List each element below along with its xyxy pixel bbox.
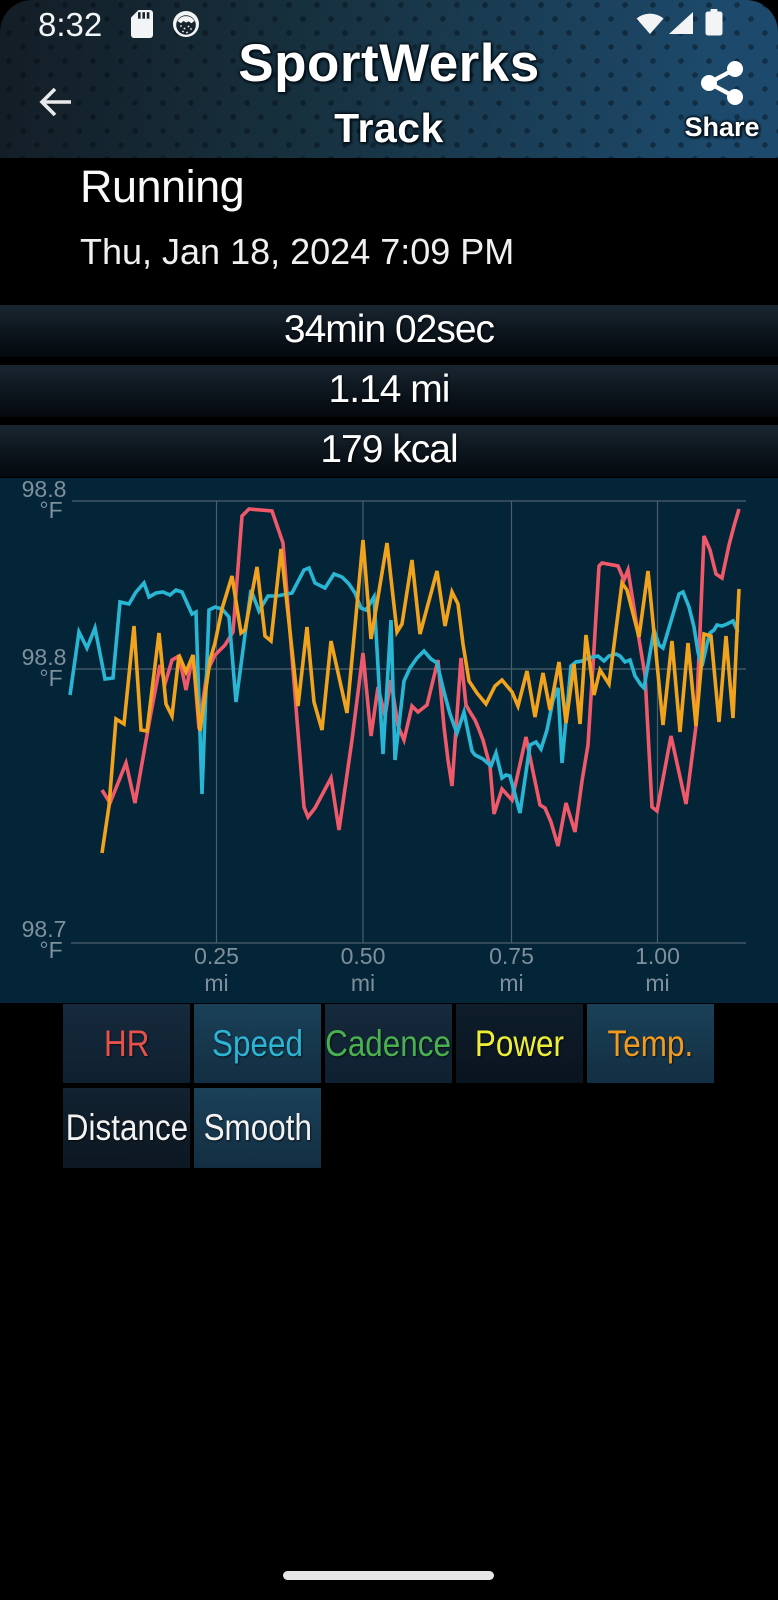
- svg-text:mi: mi: [204, 970, 228, 996]
- svg-text:mi: mi: [645, 970, 669, 996]
- svg-text:°F: °F: [39, 497, 62, 523]
- svg-text:98.8: 98.8: [22, 478, 67, 502]
- svg-text:°F: °F: [39, 665, 62, 691]
- svg-text:mi: mi: [499, 970, 523, 996]
- svg-text:°F: °F: [39, 937, 62, 963]
- svg-text:98.8: 98.8: [22, 644, 67, 670]
- svg-text:0.50: 0.50: [341, 943, 386, 969]
- svg-text:mi: mi: [351, 970, 375, 996]
- svg-text:0.75: 0.75: [489, 943, 534, 969]
- svg-text:1.00: 1.00: [635, 943, 680, 969]
- svg-text:98.7: 98.7: [22, 916, 67, 942]
- svg-text:0.25: 0.25: [194, 943, 239, 969]
